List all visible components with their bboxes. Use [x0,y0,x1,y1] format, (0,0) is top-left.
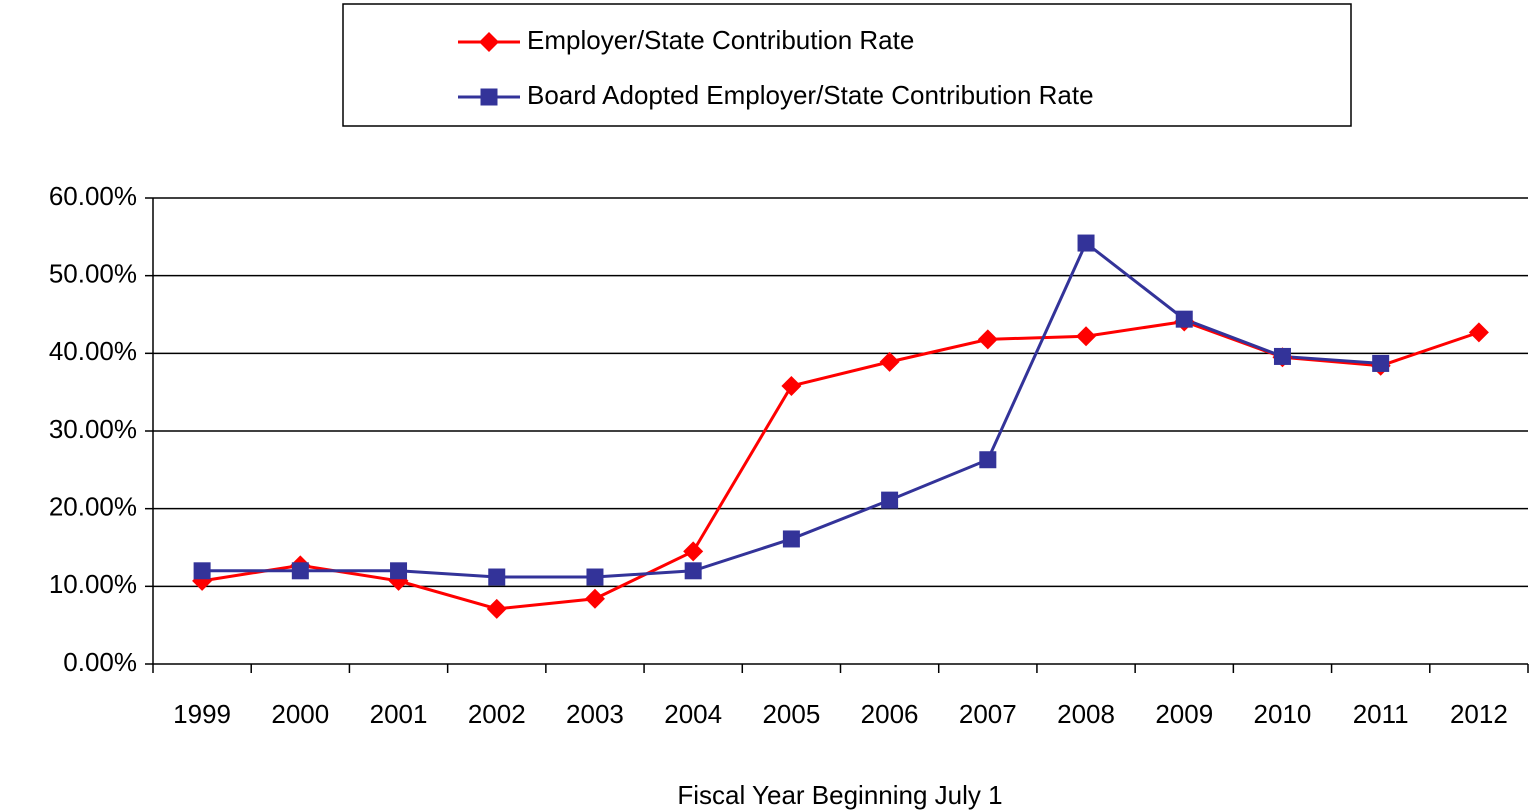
marker [1273,347,1291,365]
x-tick-label: 2004 [664,699,722,729]
marker [1076,326,1097,347]
legend-label: Board Adopted Employer/State Contributio… [527,80,1094,110]
marker [291,562,309,580]
marker [390,562,408,580]
marker [977,329,998,350]
x-tick-label: 2011 [1353,699,1409,729]
legend-box [342,3,1352,127]
x-tick-label: 2003 [566,699,624,729]
marker [488,568,506,586]
marker [881,491,899,509]
legend-marker [479,32,499,52]
x-tick-label: 2012 [1450,699,1508,729]
legend-label: Employer/State Contribution Rate [527,25,914,55]
marker [1372,354,1390,372]
y-tick-label: 30.00% [49,414,137,444]
y-tick-label: 10.00% [49,569,137,599]
y-tick-label: 20.00% [49,492,137,522]
y-tick-label: 60.00% [49,181,137,211]
y-tick-label: 50.00% [49,259,137,289]
x-tick-label: 2007 [959,699,1017,729]
x-tick-label: 2010 [1254,699,1312,729]
x-tick-label: 2002 [468,699,526,729]
x-tick-label: 2000 [271,699,329,729]
marker [1077,234,1095,252]
x-tick-label: 2009 [1155,699,1213,729]
marker [586,568,604,586]
marker [683,541,704,562]
marker [781,375,802,396]
marker [1468,322,1489,343]
x-tick-label: 1999 [173,699,231,729]
marker [193,562,211,580]
x-axis-title: Fiscal Year Beginning July 1 [677,780,1002,810]
marker [1175,310,1193,328]
legend-marker [480,88,498,106]
y-tick-label: 0.00% [63,647,137,677]
y-tick-label: 40.00% [49,336,137,366]
x-tick-label: 2001 [370,699,428,729]
x-tick-label: 2008 [1057,699,1115,729]
marker [979,451,997,469]
x-tick-label: 2006 [861,699,919,729]
marker [584,588,605,609]
marker [879,351,900,372]
x-tick-label: 2005 [762,699,820,729]
marker [684,562,702,580]
marker [782,530,800,548]
marker [486,598,507,619]
series-line [202,240,1381,579]
